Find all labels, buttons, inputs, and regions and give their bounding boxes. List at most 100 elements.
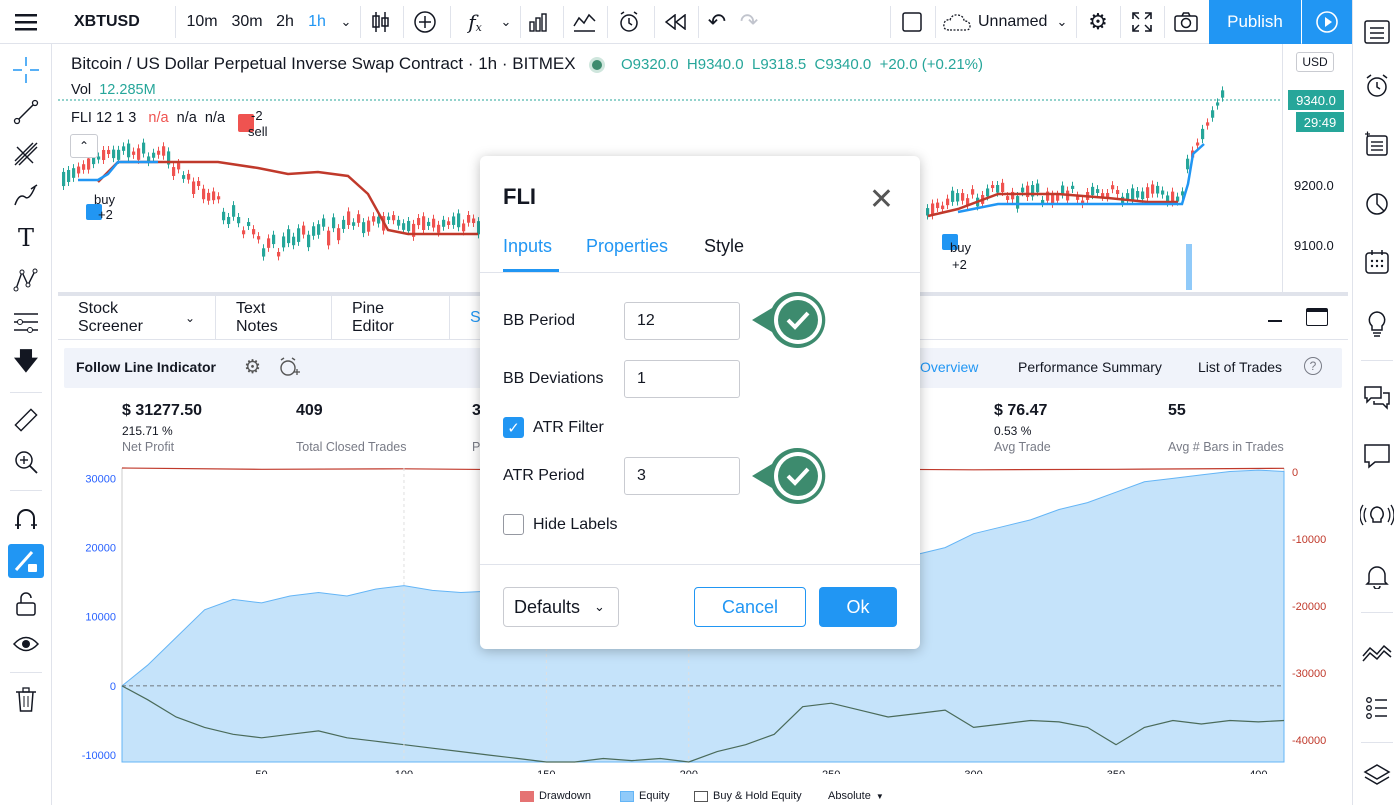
candle-body xyxy=(272,234,276,245)
calendar-icon[interactable] xyxy=(1353,242,1400,282)
layers-icon[interactable] xyxy=(1353,756,1400,796)
tab-stock-screener[interactable]: Stock Screener ⌄ xyxy=(58,296,216,340)
prediction-tool-icon[interactable] xyxy=(0,302,52,342)
help-question-icon[interactable]: ? xyxy=(1304,357,1322,375)
candle-body xyxy=(986,188,990,197)
chats-icon[interactable] xyxy=(1353,378,1400,418)
order-panel-icon[interactable] xyxy=(1353,632,1400,672)
maximize-panel-icon[interactable] xyxy=(1306,308,1328,326)
notifications-bell-icon[interactable] xyxy=(1353,556,1400,596)
atr-period-input[interactable]: 3 xyxy=(624,457,740,495)
compare-add-icon[interactable] xyxy=(405,0,445,44)
text-tool-icon[interactable]: T xyxy=(17,224,34,252)
rewind-icon[interactable] xyxy=(656,0,696,44)
legend-drawdown[interactable]: Drawdown xyxy=(520,790,591,802)
candle-body xyxy=(142,142,146,154)
report-tab-overview[interactable]: Overview xyxy=(920,359,979,375)
price-chart[interactable]: Bitcoin / US Dollar Perpetual Inverse Sw… xyxy=(58,44,1348,292)
fullscreen-square-icon[interactable] xyxy=(892,0,932,44)
defaults-chevron-icon: ⌄ xyxy=(594,599,605,614)
bb-deviations-input[interactable]: 1 xyxy=(624,360,740,398)
tab-pine-editor[interactable]: Pine Editor xyxy=(332,296,450,340)
collapse-legend-chevron-icon[interactable]: ⌃ xyxy=(70,134,98,158)
candle-body xyxy=(127,143,131,158)
candle-body xyxy=(1026,185,1030,198)
candle-body xyxy=(432,218,436,228)
candle-body xyxy=(162,146,166,156)
bb-period-input[interactable]: 12 xyxy=(624,302,740,340)
interval-2h[interactable]: 2h xyxy=(276,13,294,30)
indicators-chevron-icon[interactable]: ⌄ xyxy=(500,14,512,29)
lock-icon[interactable] xyxy=(0,584,52,624)
arrow-down-icon[interactable]: 🡇 xyxy=(13,347,39,375)
legend-equity[interactable]: Equity xyxy=(620,790,670,802)
brush-icon[interactable] xyxy=(0,176,52,216)
price-tick-9200: 9200.0 xyxy=(1294,178,1334,193)
atr-filter-checkbox[interactable]: ✓ xyxy=(503,417,524,438)
interval-dropdown-chevron-icon[interactable]: ⌄ xyxy=(340,14,352,29)
camera-icon[interactable] xyxy=(1166,0,1206,44)
fib-tool-icon[interactable] xyxy=(0,134,52,174)
undo-icon[interactable]: ↶ xyxy=(707,9,727,34)
financials-icon[interactable] xyxy=(522,0,558,44)
magnet-icon[interactable] xyxy=(0,500,52,540)
menu-icon[interactable] xyxy=(0,0,52,44)
minimize-panel-icon[interactable] xyxy=(1268,320,1282,322)
trend-line-icon[interactable] xyxy=(0,92,52,132)
candle-body xyxy=(1051,194,1055,204)
layout-name[interactable]: Unnamed xyxy=(940,0,1050,44)
crosshair-icon[interactable] xyxy=(0,50,52,90)
interval-10m[interactable]: 10m xyxy=(186,13,218,30)
data-window-icon[interactable] xyxy=(1353,124,1400,164)
report-tab-list-of-trades[interactable]: List of Trades xyxy=(1198,359,1283,375)
interval-30m[interactable]: 30m xyxy=(231,13,263,30)
candles-icon[interactable] xyxy=(362,0,398,44)
dom-dots-icon[interactable] xyxy=(1353,688,1400,728)
candle-body xyxy=(971,189,975,195)
defaults-dropdown[interactable]: Defaults ⌄ xyxy=(503,587,619,627)
currency-badge[interactable]: USD xyxy=(1296,52,1334,72)
ok-button[interactable]: Ok xyxy=(819,587,897,627)
cloud-icon xyxy=(943,14,971,31)
publish-button[interactable]: Publish xyxy=(1209,0,1301,44)
pattern-tool-icon[interactable] xyxy=(0,260,52,300)
ohlc-readout: O9320.0 H9340.0 L9318.5 C9340.0 +20.0 (+… xyxy=(621,56,984,73)
legend-buy-hold[interactable]: Buy & Hold Equity xyxy=(694,790,802,802)
cancel-button[interactable]: Cancel xyxy=(694,587,806,627)
alarm-clock-icon[interactable] xyxy=(1353,66,1400,106)
watchlist-icon[interactable] xyxy=(1353,12,1400,52)
bar-replay-icon[interactable] xyxy=(565,0,605,44)
candle-body xyxy=(217,196,221,200)
strategy-settings-gear-icon[interactable]: ⚙ xyxy=(244,357,262,378)
y-tick-left: 0 xyxy=(110,681,116,693)
hotlist-pie-icon[interactable] xyxy=(1353,184,1400,224)
layout-chevron-icon[interactable]: ⌄ xyxy=(1056,14,1068,29)
close-icon[interactable]: ✕ xyxy=(868,183,894,216)
strategy-alert-clock-icon[interactable] xyxy=(278,356,300,383)
drawdown-swatch xyxy=(520,790,534,802)
alert-clock-icon[interactable] xyxy=(610,0,650,44)
interval-1h[interactable]: 1h xyxy=(308,13,326,30)
hide-labels-checkbox[interactable] xyxy=(503,514,524,535)
play-circle-icon[interactable] xyxy=(1302,0,1352,44)
symbol-search[interactable]: XBTUSD xyxy=(74,13,140,30)
trash-icon[interactable] xyxy=(0,680,52,720)
report-tab-performance-summary[interactable]: Performance Summary xyxy=(1018,359,1162,375)
scale-mode-dropdown[interactable]: Absolute ▼ xyxy=(828,790,884,802)
settings-gear-icon[interactable]: ⚙ xyxy=(1088,9,1108,34)
ruler-icon[interactable] xyxy=(0,400,52,440)
ideas-lightbulb-icon[interactable] xyxy=(1353,304,1400,344)
tab-style[interactable]: Style xyxy=(704,236,745,256)
expand-icon[interactable] xyxy=(1122,0,1162,44)
tab-inputs[interactable]: Inputs xyxy=(503,236,553,256)
candle-body xyxy=(112,149,116,159)
tab-properties[interactable]: Properties xyxy=(586,236,669,256)
stay-in-drawing-mode-button[interactable] xyxy=(8,544,44,578)
zoom-in-icon[interactable] xyxy=(0,442,52,482)
streams-icon[interactable] xyxy=(1353,496,1400,536)
chat-bubble-icon[interactable] xyxy=(1353,436,1400,476)
eye-icon[interactable] xyxy=(0,624,52,664)
tab-text-notes[interactable]: Text Notes xyxy=(216,296,332,340)
redo-icon[interactable]: ↷ xyxy=(739,9,759,34)
